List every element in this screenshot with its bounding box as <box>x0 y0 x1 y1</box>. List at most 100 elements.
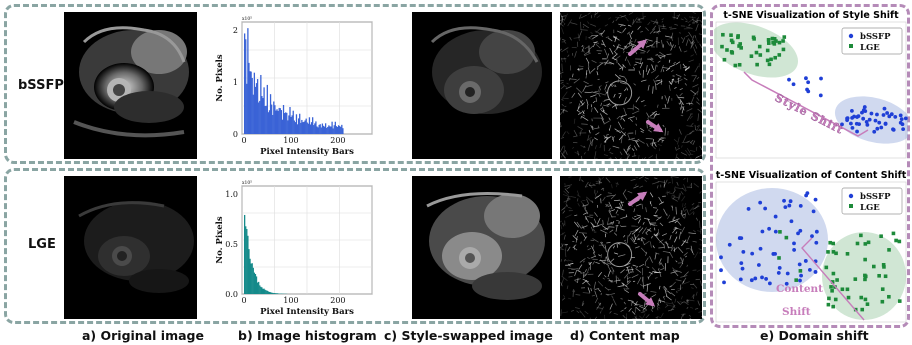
edge-stroke <box>674 186 676 190</box>
edge-stroke <box>610 258 615 262</box>
edge-stroke <box>634 38 637 43</box>
edge-stroke <box>646 266 650 268</box>
scatter-point-bssfp <box>783 205 788 210</box>
edge-stroke <box>604 274 607 278</box>
edge-stroke <box>560 57 563 63</box>
hist-bar <box>255 83 258 134</box>
edge-stroke <box>679 301 685 304</box>
edge-stroke <box>680 212 684 219</box>
edge-stroke <box>600 113 604 120</box>
scatter-point-lge <box>738 42 743 46</box>
edge-stroke <box>658 268 660 271</box>
hist-bar <box>314 123 316 134</box>
hist-bar <box>254 274 257 294</box>
edge-stroke <box>562 84 568 88</box>
edge-stroke <box>582 203 586 210</box>
edge-stroke <box>596 62 604 68</box>
scatter-point-bssfp <box>767 281 772 286</box>
edge-stroke <box>685 20 688 23</box>
edge-stroke <box>682 214 686 216</box>
edge-stroke <box>560 37 562 42</box>
edge-stroke <box>649 201 652 205</box>
edge-stroke <box>680 257 683 262</box>
edge-stroke <box>590 23 597 27</box>
edge-stroke <box>659 51 666 57</box>
hist-bar <box>313 125 315 134</box>
edge-stroke <box>598 179 601 184</box>
edge-stroke <box>598 178 601 185</box>
scatter-point-lge <box>891 231 896 236</box>
scatter-point-lge <box>777 53 782 57</box>
edge-stroke <box>602 219 604 225</box>
edge-stroke <box>660 267 665 271</box>
edge-stroke <box>671 176 679 178</box>
hist-xlabel: Pixel Intensity Bars <box>260 307 354 317</box>
scatter-point-lge <box>729 33 733 37</box>
edge-stroke <box>640 127 645 132</box>
edge-stroke <box>683 50 688 53</box>
scatter-point-bssfp <box>777 266 782 270</box>
edge-stroke <box>696 97 700 101</box>
edge-stroke <box>649 201 653 207</box>
hist-bar <box>330 126 332 134</box>
hist-bar <box>264 106 266 134</box>
edge-stroke <box>580 116 582 119</box>
edge-stroke <box>609 310 612 314</box>
hist-bar <box>281 119 284 134</box>
edge-stroke <box>627 244 631 248</box>
hist-bar <box>301 119 303 134</box>
edge-stroke <box>689 317 692 319</box>
edge-stroke <box>679 262 684 268</box>
edge-stroke <box>677 193 680 200</box>
edge-stroke <box>684 17 688 21</box>
scatter-point-lge <box>729 38 734 43</box>
hist-bar <box>244 214 246 294</box>
edge-stroke <box>617 207 625 211</box>
edge-stroke <box>592 127 600 130</box>
edge-stroke <box>684 67 690 71</box>
edge-stroke <box>600 187 605 190</box>
scatter-point-bssfp <box>854 121 859 126</box>
edge-stroke <box>564 188 570 194</box>
scatter-point-bssfp <box>901 127 906 132</box>
edge-stroke <box>616 181 618 188</box>
edge-stroke <box>681 106 685 114</box>
edge-stroke <box>605 177 611 183</box>
edge-stroke <box>635 246 640 249</box>
edge-stroke <box>699 43 702 48</box>
hist-bar <box>274 293 276 294</box>
edge-stroke <box>588 183 593 188</box>
edge-stroke <box>592 43 596 48</box>
edge-stroke <box>686 140 691 143</box>
edge-stroke <box>665 241 670 249</box>
edge-stroke <box>686 26 693 29</box>
edge-stroke <box>592 35 598 39</box>
edge-stroke <box>568 197 571 202</box>
hist-ytick-label: 0.0 <box>225 290 238 299</box>
edge-stroke <box>642 281 645 289</box>
hist-bar <box>339 126 341 134</box>
edge-stroke <box>607 192 612 194</box>
edge-stroke <box>623 301 626 305</box>
hist-bar <box>244 33 246 134</box>
edge-stroke <box>668 64 676 68</box>
hist-bar <box>294 122 297 134</box>
original-image-lge <box>64 176 197 319</box>
edge-stroke <box>601 241 604 244</box>
edge-stroke <box>618 254 626 257</box>
edge-stroke <box>656 30 660 34</box>
scatter-point-bssfp <box>789 219 794 224</box>
edge-stroke <box>585 210 589 215</box>
edge-stroke <box>657 299 660 307</box>
edge-stroke <box>628 39 632 45</box>
edge-stroke <box>620 135 623 144</box>
hist-ylabel: No. Pixels <box>215 216 225 264</box>
edge-stroke <box>683 74 686 77</box>
hist-bar <box>263 87 265 134</box>
edge-stroke <box>575 294 581 296</box>
edge-stroke <box>566 131 570 135</box>
edge-stroke <box>620 200 624 207</box>
edge-stroke <box>664 127 667 136</box>
edge-stroke <box>698 311 702 313</box>
edge-stroke <box>693 212 695 215</box>
